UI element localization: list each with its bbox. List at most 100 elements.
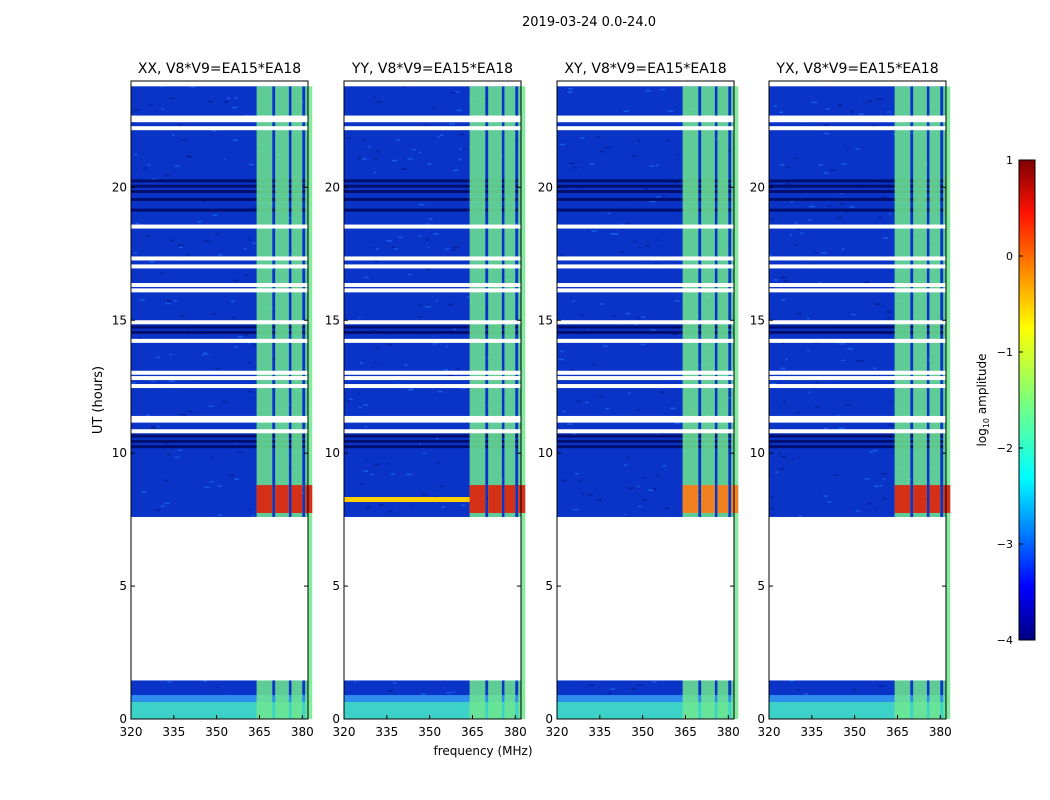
flagged-row: [557, 418, 734, 423]
noise-speckle: [649, 165, 655, 167]
noise-speckle: [836, 414, 840, 417]
flagged-row: [344, 283, 521, 288]
noise-speckle: [454, 91, 460, 93]
noise-speckle: [806, 317, 810, 320]
noise-speckle: [603, 345, 608, 347]
dark-stripe: [769, 189, 946, 193]
dark-stripe: [344, 208, 521, 212]
noise-speckle: [644, 245, 651, 247]
noise-speckle: [207, 100, 214, 103]
noise-speckle: [211, 456, 214, 459]
noise-speckle: [782, 401, 787, 403]
flagged-row: [769, 376, 946, 381]
flagged-row: [131, 376, 308, 381]
flagged-row: [769, 338, 946, 343]
dark-stripe: [131, 179, 308, 183]
noise-speckle: [401, 86, 405, 89]
noise-speckle: [234, 97, 238, 99]
flagged-row: [131, 288, 308, 293]
noise-speckle: [459, 148, 463, 150]
noise-speckle: [229, 474, 235, 477]
noise-speckle: [244, 274, 249, 277]
y-tick-label: 5: [332, 579, 340, 593]
noise-speckle: [774, 471, 779, 474]
noise-speckle: [579, 479, 583, 481]
noise-speckle: [440, 485, 445, 487]
noise-speckle: [204, 352, 207, 354]
noise-speckle: [252, 242, 256, 244]
noise-speckle: [178, 246, 182, 249]
noise-speckle: [201, 354, 204, 356]
y-tick-label: 20: [538, 180, 553, 194]
noise-speckle: [407, 273, 412, 276]
x-tick-label: 335: [375, 725, 398, 739]
noise-speckle: [222, 400, 228, 403]
noise-speckle: [357, 157, 362, 160]
flagged-row: [344, 288, 521, 293]
colorbar-label-subscript: 10: [982, 418, 991, 428]
noise-speckle: [449, 123, 456, 125]
noise-speckle: [662, 465, 667, 467]
noise-speckle: [832, 474, 839, 476]
panel-1: XX, V8*V9=EA15*EA18 320 335 350 365 380 0 5 10 15…: [112, 61, 314, 739]
x-tick-label: 365: [248, 725, 271, 739]
strong-emission: [469, 485, 486, 513]
noise-speckle: [612, 314, 616, 317]
noise-speckle: [437, 461, 441, 464]
noise-speckle: [621, 200, 625, 202]
strong-emission: [256, 485, 273, 513]
flagged-row: [131, 283, 308, 288]
noise-speckle: [874, 303, 881, 305]
noise-speckle: [581, 493, 585, 495]
flagged-row: [344, 370, 521, 375]
noise-speckle: [790, 201, 793, 203]
noise-speckle: [458, 158, 462, 161]
noise-speckle: [300, 485, 305, 487]
dark-stripe: [344, 445, 521, 449]
colorbar-ticks: −4 −3 −2 −1 0 1: [997, 154, 1023, 647]
noise-speckle: [357, 393, 360, 395]
noise-speckle: [572, 433, 577, 435]
noise-speckle: [809, 205, 816, 208]
figure-suptitle: 2019-03-24 0.0-24.0: [522, 15, 656, 30]
noise-speckle: [867, 502, 872, 505]
noise-speckle: [591, 364, 595, 366]
noise-speckle: [882, 498, 887, 500]
flagged-row: [557, 283, 734, 288]
rfi-band-4: [305, 86, 313, 720]
noise-speckle: [161, 108, 166, 110]
noise-speckle: [426, 268, 430, 271]
flagged-row: [344, 384, 521, 389]
noise-speckle: [659, 88, 666, 91]
noise-speckle: [825, 108, 830, 110]
noise-speckle: [386, 240, 392, 242]
noise-speckle: [451, 91, 457, 94]
noise-speckle: [251, 515, 255, 517]
noise-speckle: [643, 477, 647, 479]
noise-speckle: [500, 374, 505, 376]
noise-speckle: [407, 158, 413, 160]
noise-speckle: [780, 367, 786, 370]
noise-speckle: [392, 246, 395, 248]
noise-speckle: [387, 463, 391, 465]
noise-speckle: [873, 367, 877, 370]
noise-speckle: [560, 254, 564, 257]
bright-band-bottom-edge: [131, 695, 308, 702]
noise-speckle: [374, 158, 378, 161]
noise-speckle: [847, 348, 854, 350]
noise-speckle: [411, 505, 415, 507]
noise-speckle: [674, 300, 680, 302]
noise-speckle: [830, 169, 837, 171]
noise-speckle: [607, 692, 612, 694]
noise-speckle: [589, 163, 595, 165]
noise-speckle: [424, 305, 428, 308]
flagged-row: [344, 264, 521, 269]
strong-emission: [929, 485, 941, 513]
flagged-row: [131, 384, 308, 389]
flagged-row: [131, 370, 308, 375]
noise-speckle: [248, 342, 251, 344]
noise-speckle: [389, 333, 394, 335]
noise-speckle: [366, 460, 369, 462]
noise-speckle: [566, 423, 573, 425]
noise-speckle: [596, 136, 600, 138]
